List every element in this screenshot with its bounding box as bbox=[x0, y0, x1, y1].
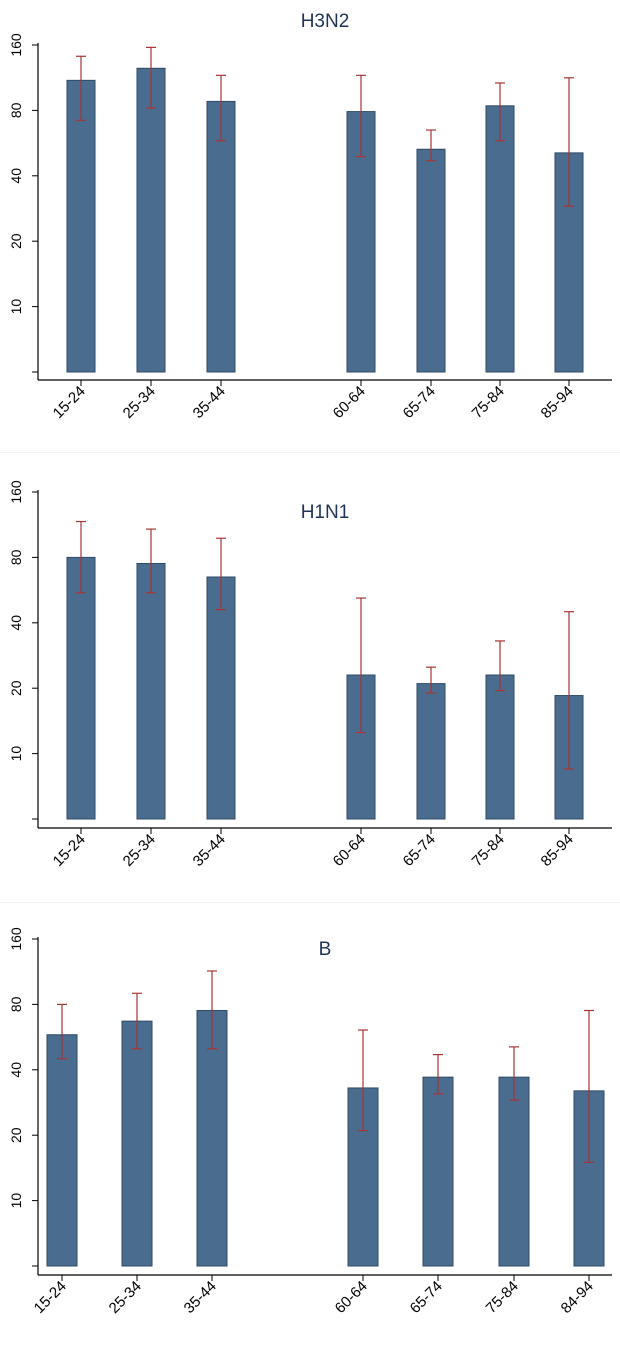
panel-divider bbox=[0, 452, 620, 453]
bar-15-24 bbox=[46, 1034, 78, 1267]
y-tick-label: 40 bbox=[8, 615, 24, 631]
bar-35-44 bbox=[206, 576, 236, 820]
x-tick-label: 25-34 bbox=[120, 831, 159, 870]
y-tick-label: 20 bbox=[8, 680, 24, 696]
y-tick-label: 160 bbox=[8, 33, 24, 57]
y-tick-label: 40 bbox=[8, 168, 24, 184]
chart-title: H1N1 bbox=[301, 502, 350, 523]
bar-75-84 bbox=[498, 1076, 530, 1267]
x-tick-label: 60-64 bbox=[332, 1278, 371, 1317]
bar-65-74 bbox=[416, 148, 446, 373]
x-tick-label: 15-24 bbox=[50, 831, 89, 870]
x-tick-label: 25-34 bbox=[120, 383, 159, 422]
chart-panel-h1n1: H1N1 10 20 40 80 160 15-24 25-34 35-44 60-64 65-74… bbox=[0, 455, 620, 900]
x-tick-label: 60-64 bbox=[330, 383, 369, 422]
x-tick-label: 75-84 bbox=[483, 1278, 522, 1317]
bar-15-24 bbox=[66, 556, 96, 820]
y-tick-label: 10 bbox=[8, 746, 24, 762]
x-tick-label: 25-34 bbox=[106, 1278, 145, 1317]
y-tick-label: 10 bbox=[8, 1193, 24, 1209]
y-tick-label: 80 bbox=[8, 102, 24, 118]
x-tick-label: 15-24 bbox=[50, 383, 89, 422]
bar-15-24 bbox=[66, 79, 96, 373]
x-tick-label: 85-94 bbox=[538, 831, 577, 870]
y-tick-label: 20 bbox=[8, 1127, 24, 1143]
x-tick-label: 85-94 bbox=[538, 383, 577, 422]
x-tick-label: 65-74 bbox=[407, 1278, 446, 1317]
bar-75-84 bbox=[485, 674, 515, 820]
bar-25-34 bbox=[136, 67, 166, 373]
bar-65-74 bbox=[422, 1076, 454, 1267]
x-tick-label: 60-64 bbox=[330, 831, 369, 870]
chart-panel-h3n2: H3N2 10 20 40 80 160 15-24 25-34 35-44 60-64 65-74… bbox=[0, 0, 620, 450]
x-tick-label: 15-24 bbox=[31, 1278, 70, 1317]
panel-divider bbox=[0, 902, 620, 903]
x-tick-label: 35-44 bbox=[181, 1278, 220, 1317]
x-tick-label: 65-74 bbox=[400, 383, 439, 422]
x-tick-label: 35-44 bbox=[190, 383, 229, 422]
x-tick-label: 84-94 bbox=[558, 1278, 597, 1317]
y-tick-label: 20 bbox=[8, 233, 24, 249]
bar-25-34 bbox=[136, 562, 166, 820]
bar-chart-h3n2: H3N2 10 20 40 80 160 15-24 25-34 35-44 60-64 65-74… bbox=[8, 11, 612, 422]
y-tick-label: 10 bbox=[8, 299, 24, 315]
chart-panel-b: B 10 20 40 80 160 15-24 25-34 35-44 60-64 65-74 75-… bbox=[0, 902, 620, 1350]
bar-chart-b: B 10 20 40 80 160 15-24 25-34 35-44 60-64 65-74 75-… bbox=[8, 927, 612, 1317]
bar-65-74 bbox=[416, 683, 446, 820]
x-tick-label: 75-84 bbox=[469, 831, 508, 870]
y-tick-label: 160 bbox=[8, 480, 24, 504]
chart-title: H3N2 bbox=[301, 11, 350, 32]
bar-75-84 bbox=[485, 105, 515, 373]
x-tick-label: 65-74 bbox=[400, 831, 439, 870]
y-tick-label: 160 bbox=[8, 927, 24, 951]
x-tick-label: 35-44 bbox=[190, 831, 229, 870]
bar-chart-h1n1: H1N1 10 20 40 80 160 15-24 25-34 35-44 60-64 65-74… bbox=[8, 480, 612, 870]
y-tick-label: 80 bbox=[8, 996, 24, 1012]
chart-title: B bbox=[319, 939, 332, 960]
bar-25-34 bbox=[121, 1020, 153, 1267]
y-tick-label: 40 bbox=[8, 1062, 24, 1078]
x-tick-label: 75-84 bbox=[469, 383, 508, 422]
bar-35-44 bbox=[206, 100, 236, 373]
y-tick-label: 80 bbox=[8, 549, 24, 565]
